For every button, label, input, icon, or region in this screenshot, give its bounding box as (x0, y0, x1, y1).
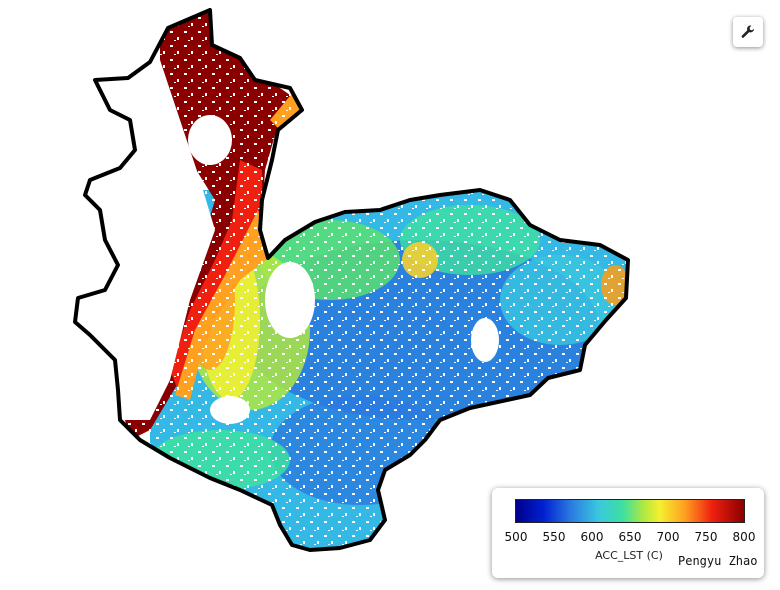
legend-tick-label: 800 (732, 530, 756, 544)
map-tool-button[interactable] (733, 17, 763, 47)
legend-color-ramp (515, 499, 745, 523)
legend-tick-label: 650 (618, 530, 642, 544)
legend-tick-label: 550 (542, 530, 566, 544)
legend-title: ACC_LST (C) (595, 549, 663, 562)
author-credit: Pengyu Zhao (678, 554, 758, 568)
legend: 500 550 600 650 700 750 800 ACC_LST (C) Pengyu… (492, 488, 764, 578)
legend-tick-label: 500 (504, 530, 528, 544)
legend-tick-label: 700 (656, 530, 680, 544)
legend-tick-label: 600 (580, 530, 604, 544)
region-boundary (73, 8, 630, 552)
legend-tick-label: 750 (694, 530, 718, 544)
wrench-icon (741, 25, 755, 38)
